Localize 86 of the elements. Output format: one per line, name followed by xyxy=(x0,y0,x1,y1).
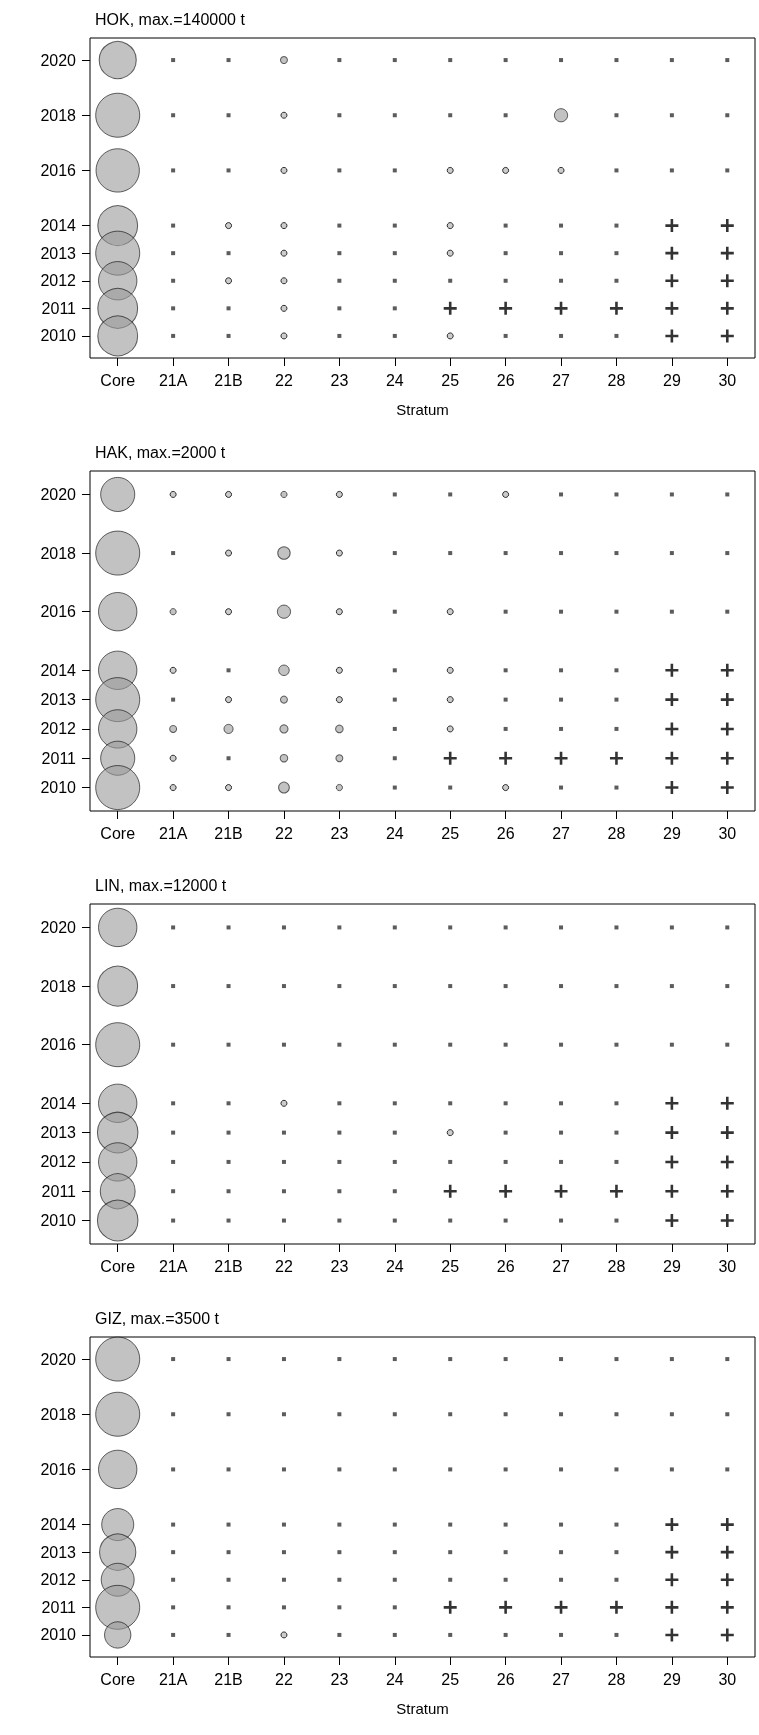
y-tick-label: 2014 xyxy=(40,1516,77,1534)
x-tick-label: 24 xyxy=(385,1670,404,1688)
y-tick-label: 2011 xyxy=(41,749,77,767)
y-tick-label: 2018 xyxy=(40,1405,77,1423)
x-tick-label: 30 xyxy=(718,824,737,842)
x-tick-label: 28 xyxy=(607,824,626,842)
x-tick-label: Core xyxy=(100,1257,136,1275)
y-tick-label: 2016 xyxy=(40,1460,77,1478)
x-tick-label: 29 xyxy=(662,824,681,842)
chart-title: HOK, max.=140000 t xyxy=(95,10,246,28)
x-tick-label: 23 xyxy=(330,1670,349,1688)
y-tick-label: 2020 xyxy=(40,51,77,69)
y-tick-label: 2013 xyxy=(40,244,77,262)
x-tick-label: 24 xyxy=(385,371,404,389)
x-tick-label: Core xyxy=(100,1670,136,1688)
x-tick-label: 25 xyxy=(441,1670,460,1688)
x-axis-title: Stratum xyxy=(396,401,449,418)
x-tick-label: 30 xyxy=(718,1670,737,1688)
y-tick-label: 2014 xyxy=(40,217,77,235)
x-tick-label: 21A xyxy=(158,1257,188,1275)
y-tick-label: 2012 xyxy=(40,720,77,738)
x-tick-label: 24 xyxy=(385,1257,404,1275)
y-tick-label: 2010 xyxy=(40,327,77,345)
x-tick-label: 27 xyxy=(552,824,571,842)
y-tick-label: 2013 xyxy=(40,1543,77,1561)
chart-title: LIN, max.=12000 t xyxy=(95,876,227,894)
y-tick-label: 2010 xyxy=(40,779,77,797)
x-tick-label: 26 xyxy=(496,371,515,389)
x-tick-label: 24 xyxy=(385,824,404,842)
x-tick-label: 22 xyxy=(275,1670,293,1688)
x-tick-label: 28 xyxy=(607,1670,626,1688)
x-tick-label: 29 xyxy=(662,371,681,389)
x-tick-label: 21A xyxy=(158,824,188,842)
x-tick-label: 30 xyxy=(718,1257,737,1275)
y-tick-label: 2018 xyxy=(40,106,77,124)
x-tick-label: 29 xyxy=(662,1257,681,1275)
y-tick-label: 2011 xyxy=(41,299,77,317)
x-tick-label: 28 xyxy=(607,371,626,389)
y-tick-label: 2013 xyxy=(40,691,77,709)
y-tick-label: 2020 xyxy=(40,918,77,936)
x-tick-label: 21B xyxy=(214,371,243,389)
y-tick-label: 2010 xyxy=(40,1212,77,1230)
x-tick-label: 28 xyxy=(607,1257,626,1275)
x-tick-label: 22 xyxy=(275,371,293,389)
x-tick-label: 21B xyxy=(214,824,243,842)
x-tick-label: 26 xyxy=(496,1670,515,1688)
x-tick-label: 29 xyxy=(662,1670,681,1688)
x-tick-label: 30 xyxy=(718,371,737,389)
y-tick-label: 2020 xyxy=(40,485,77,503)
y-tick-label: 2013 xyxy=(40,1124,77,1142)
y-tick-label: 2012 xyxy=(40,1571,77,1589)
y-tick-label: 2010 xyxy=(40,1626,77,1644)
x-tick-label: 26 xyxy=(496,824,515,842)
x-axis-title: Stratum xyxy=(396,1700,449,1717)
y-tick-label: 2014 xyxy=(40,661,77,679)
x-tick-label: 23 xyxy=(330,1257,349,1275)
y-tick-label: 2016 xyxy=(40,1036,77,1054)
x-tick-label: 21A xyxy=(158,1670,188,1688)
x-tick-label: 26 xyxy=(496,1257,515,1275)
x-tick-label: 23 xyxy=(330,824,349,842)
y-tick-label: 2016 xyxy=(40,603,77,621)
x-tick-label: 25 xyxy=(441,371,460,389)
x-tick-label: 21A xyxy=(158,371,188,389)
x-tick-label: Core xyxy=(100,824,136,842)
x-tick-label: 25 xyxy=(441,1257,460,1275)
x-tick-label: Core xyxy=(100,371,136,389)
x-tick-label: 22 xyxy=(275,824,293,842)
x-tick-label: 23 xyxy=(330,371,349,389)
y-tick-label: 2014 xyxy=(40,1094,77,1112)
x-tick-label: 27 xyxy=(552,1257,571,1275)
x-tick-label: 27 xyxy=(552,371,571,389)
x-tick-label: 21B xyxy=(214,1670,243,1688)
y-tick-label: 2012 xyxy=(40,1153,77,1171)
y-tick-label: 2020 xyxy=(40,1350,77,1368)
x-tick-label: 25 xyxy=(441,824,460,842)
y-tick-label: 2018 xyxy=(40,977,77,995)
y-tick-label: 2011 xyxy=(41,1598,77,1616)
y-tick-label: 2016 xyxy=(40,161,77,179)
chart-title: HAK, max.=2000 t xyxy=(95,443,226,461)
y-tick-label: 2012 xyxy=(40,272,77,290)
chart-title: GIZ, max.=3500 t xyxy=(95,1309,220,1327)
y-tick-label: 2011 xyxy=(41,1182,77,1200)
y-tick-label: 2018 xyxy=(40,544,77,562)
x-tick-label: 21B xyxy=(214,1257,243,1275)
x-tick-label: 22 xyxy=(275,1257,293,1275)
x-tick-label: 27 xyxy=(552,1670,571,1688)
